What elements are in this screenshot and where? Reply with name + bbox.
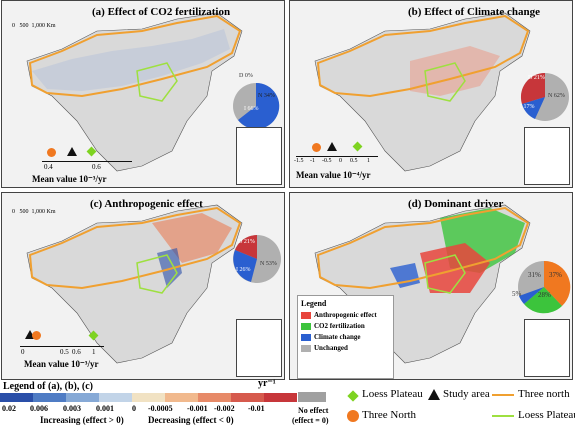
loess-line-label: Loess Plateau	[518, 409, 575, 421]
panel-d-title: (d) Dominant driver	[408, 198, 504, 210]
pie-d-anthro: 37%	[549, 271, 562, 279]
study-area-triangle-c	[25, 330, 35, 339]
pie-c-n: N 53%	[260, 261, 277, 267]
mean-label-c: Mean value 10⁻³/yr	[24, 359, 99, 369]
ramp-tick-9: -0.01	[248, 404, 265, 413]
legend-row-unchanged: Unchanged	[301, 344, 390, 352]
decreasing-label: Decreasing (effect < 0)	[148, 415, 234, 425]
mean-tick-b-4: 0	[339, 158, 342, 164]
panel-b-title: (b) Effect of Climate change	[408, 6, 540, 18]
inset-map-a	[236, 127, 282, 185]
three-north-dot-b	[312, 143, 321, 152]
three-north-label: Three North	[362, 409, 417, 421]
panel-b: (b) Effect of Climate change D 21% N 62%…	[289, 0, 573, 188]
mean-tick-c-3: 1	[92, 348, 96, 356]
no-effect-swatch	[298, 392, 326, 402]
ramp-tick-1: 0.02	[2, 404, 16, 413]
mean-tick-a-1: 0.4	[44, 163, 53, 171]
loess-line-symbol	[492, 415, 514, 417]
inset-map-b	[524, 127, 570, 185]
study-area-triangle-b	[327, 142, 337, 151]
dominant-driver-legend: Legend Anthropogenic effect CO2 fertiliz…	[297, 295, 394, 379]
panel-a-title: (a) Effect of CO2 fertilization	[92, 6, 231, 18]
pie-a-n: N 34%	[258, 93, 275, 99]
legend-title-d: Legend	[301, 299, 327, 308]
pie-a-i: I 66%	[244, 106, 259, 112]
three-north-dot-a	[47, 148, 56, 157]
panel-c-title: (c) Anthropogenic effect	[90, 198, 203, 210]
ramp-tick-2: 0.006	[30, 404, 48, 413]
pie-c	[233, 235, 281, 283]
ramp-tick-3: 0.003	[63, 404, 81, 413]
pie-b-d: D 21%	[528, 75, 545, 81]
panel-a: (a) Effect of CO2 fertilization 0 500 1,…	[1, 0, 285, 188]
legend-row-climate: Climate change	[301, 333, 390, 341]
panel-c: (c) Anthropogenic effect 0 500 1,000 Km …	[1, 192, 285, 380]
pie-c-i: I 26%	[236, 267, 251, 273]
mean-label-a: Mean value 10⁻³/yr	[32, 174, 107, 184]
mean-tick-a-2: 0.6	[92, 163, 101, 171]
scale-bar-a: 0 500 1,000 Km	[12, 23, 56, 29]
ramp-tick-7: -0.001	[187, 404, 208, 413]
china-map-b	[314, 12, 531, 172]
study-area-symbol	[428, 389, 440, 400]
ramp-tick-6: -0.0005	[148, 404, 173, 413]
china-map-d	[314, 204, 531, 364]
mean-tick-b-3: -0.5	[322, 158, 332, 164]
pie-a-d: D 0%	[239, 73, 253, 79]
legend-row-anthro: Anthropogenic effect	[301, 311, 390, 319]
three-north-line-symbol	[492, 394, 514, 396]
pie-a	[233, 82, 280, 129]
three-north-dot-c	[32, 331, 41, 340]
no-effect-label: No effect	[298, 406, 329, 415]
ramp-tick-4: 0.001	[96, 404, 114, 413]
legend-unit: yr⁻¹	[258, 378, 276, 389]
increasing-label: Increasing (effect > 0)	[40, 415, 124, 425]
mean-tick-b-2: -1	[310, 158, 315, 164]
pie-c-d: D 21%	[238, 239, 255, 245]
mean-tick-b-6: 1	[367, 158, 370, 164]
inset-map-c	[236, 319, 282, 377]
mean-tick-c-1: 0	[21, 348, 25, 356]
pie-d-unchanged: 31%	[528, 271, 541, 279]
color-ramp	[0, 393, 297, 402]
loess-plateau-symbol	[347, 390, 359, 402]
mean-label-b: Mean value 10⁻⁴/yr	[296, 170, 371, 180]
mean-tick-b-1: -1.5	[294, 158, 304, 164]
pie-d	[518, 260, 571, 314]
china-map-c	[26, 204, 243, 364]
ramp-tick-5: 0	[132, 404, 136, 413]
ramp-tick-8: -0.002	[214, 404, 235, 413]
study-area-triangle-a	[67, 147, 77, 156]
loess-plateau-label: Loess Plateau	[362, 388, 423, 400]
mean-tick-b-5: 0.5	[350, 158, 358, 164]
scale-bar-c: 0 500 1,000 Km	[12, 209, 56, 215]
pie-d-climate: 5%	[512, 290, 522, 298]
mean-tick-c-4: 0.5	[60, 348, 69, 356]
mean-tick-c-2: 0.6	[72, 348, 81, 356]
china-map-a	[26, 12, 243, 172]
legend-row-co2: CO2 fertilization	[301, 322, 390, 330]
pie-b-n: N 62%	[548, 93, 565, 99]
pie-b-i: I 17%	[520, 104, 535, 110]
pie-b	[520, 72, 569, 121]
three-north-line-label: Three north	[518, 388, 570, 400]
inset-map-d	[524, 319, 570, 377]
legend-abc-title: Legend of (a), (b), (c)	[3, 381, 93, 392]
three-north-symbol	[347, 410, 359, 422]
pie-d-co2: 28%	[538, 291, 551, 299]
no-effect-label-2: (effect = 0)	[292, 416, 329, 425]
study-area-label: Study area	[443, 388, 490, 400]
